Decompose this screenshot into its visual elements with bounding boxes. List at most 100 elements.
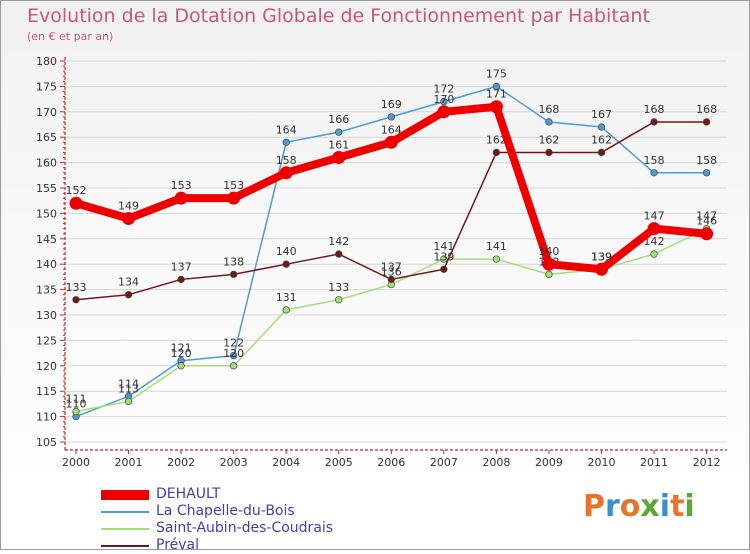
y-tick-label: 180: [36, 55, 57, 68]
data-point: [597, 148, 606, 157]
data-label: 111: [66, 393, 87, 406]
x-tick-label: 2012: [693, 456, 721, 469]
data-point: [229, 362, 238, 370]
data-label: 146: [696, 215, 717, 228]
brand-letter: P: [583, 489, 605, 524]
data-label: 114: [118, 377, 139, 390]
data-point: [384, 135, 398, 149]
y-tick-label: 110: [36, 411, 57, 424]
data-point: [647, 222, 661, 236]
data-label: 131: [276, 291, 297, 304]
data-label: 142: [328, 235, 349, 248]
data-label: 147: [644, 210, 665, 223]
legend-label: Saint-Aubin-des-Coudrais: [156, 520, 334, 536]
data-point: [72, 296, 80, 304]
data-point: [282, 138, 290, 146]
data-label: 158: [696, 154, 717, 167]
x-tick-label: 2010: [588, 456, 616, 469]
data-label: 138: [223, 255, 244, 268]
x-tick-label: 2004: [272, 456, 300, 469]
legend-swatch: [101, 545, 149, 547]
data-point: [650, 118, 658, 126]
brand-letter: t: [670, 489, 685, 524]
chart-title: Evolution de la Dotation Globale de Fonc…: [27, 5, 650, 27]
data-label: 142: [644, 235, 665, 248]
data-label: 153: [171, 179, 192, 192]
data-point: [702, 169, 711, 177]
y-tick-label: 130: [36, 309, 57, 322]
data-label: 172: [433, 83, 454, 96]
brand-letter: i: [684, 489, 695, 524]
y-tick-label: 135: [36, 284, 57, 297]
data-point: [440, 255, 448, 263]
brand-letter: o: [619, 489, 641, 524]
data-label: 121: [171, 342, 192, 355]
x-tick-label: 2009: [535, 456, 563, 469]
data-label: 164: [381, 123, 402, 136]
data-label: 168: [538, 103, 559, 116]
data-point: [595, 262, 608, 276]
legend-swatch: [101, 490, 149, 500]
y-tick-label: 120: [36, 360, 57, 373]
data-point: [492, 82, 501, 91]
data-label: 133: [66, 281, 87, 294]
data-point: [69, 196, 83, 210]
data-label: 120: [171, 347, 192, 360]
data-label: 169: [381, 98, 402, 111]
y-tick-label: 125: [36, 334, 57, 347]
y-tick-label: 115: [36, 385, 57, 398]
data-point: [650, 169, 658, 177]
data-point: [177, 275, 185, 284]
data-point: [545, 148, 553, 157]
data-point: [229, 351, 238, 360]
x-tick-label: 2003: [220, 456, 248, 469]
x-tick-label: 2001: [115, 456, 143, 469]
data-point: [335, 296, 343, 304]
data-point: [124, 397, 133, 406]
y-tick-label: 140: [36, 258, 57, 271]
data-point: [597, 123, 606, 131]
data-label: 171: [486, 88, 507, 101]
data-point: [387, 275, 395, 284]
legend-swatch: [101, 528, 149, 530]
data-point: [332, 151, 346, 165]
brand-logo: Proxiti: [583, 489, 695, 524]
y-tick-label: 170: [36, 106, 57, 119]
data-point: [279, 166, 293, 180]
data-label: 140: [538, 245, 559, 258]
x-tick-label: 2000: [62, 456, 90, 469]
data-label: 140: [276, 245, 297, 258]
data-label: 162: [486, 133, 507, 146]
data-point: [72, 407, 80, 416]
data-point: [437, 105, 451, 119]
data-label: 168: [696, 103, 717, 116]
data-label: 137: [381, 260, 402, 273]
y-tick-label: 160: [36, 157, 57, 170]
data-label: 167: [591, 108, 612, 121]
data-label: 158: [276, 154, 297, 167]
data-point: [229, 270, 238, 279]
y-tick-label: 165: [36, 131, 57, 144]
data-point: [122, 211, 136, 225]
y-tick-label: 105: [36, 436, 57, 449]
data-point: [492, 148, 501, 157]
x-tick-label: 2006: [377, 456, 405, 469]
data-point: [335, 128, 343, 136]
data-label: 161: [328, 139, 349, 152]
data-point: [650, 250, 658, 258]
data-label: 134: [118, 276, 139, 289]
data-label: 153: [223, 179, 244, 192]
data-label: 133: [328, 281, 349, 294]
data-label: 170: [433, 93, 454, 106]
data-point: [440, 97, 448, 106]
data-label: 120: [223, 347, 244, 360]
chart-subtitle: (en € et par an): [27, 30, 114, 43]
data-label: 149: [118, 199, 139, 212]
brand-letter: x: [640, 489, 660, 524]
series-line-2: [75, 227, 708, 413]
y-tick-label: 145: [36, 233, 57, 246]
data-label: 158: [644, 154, 665, 167]
legend-label: Préval: [156, 537, 200, 553]
